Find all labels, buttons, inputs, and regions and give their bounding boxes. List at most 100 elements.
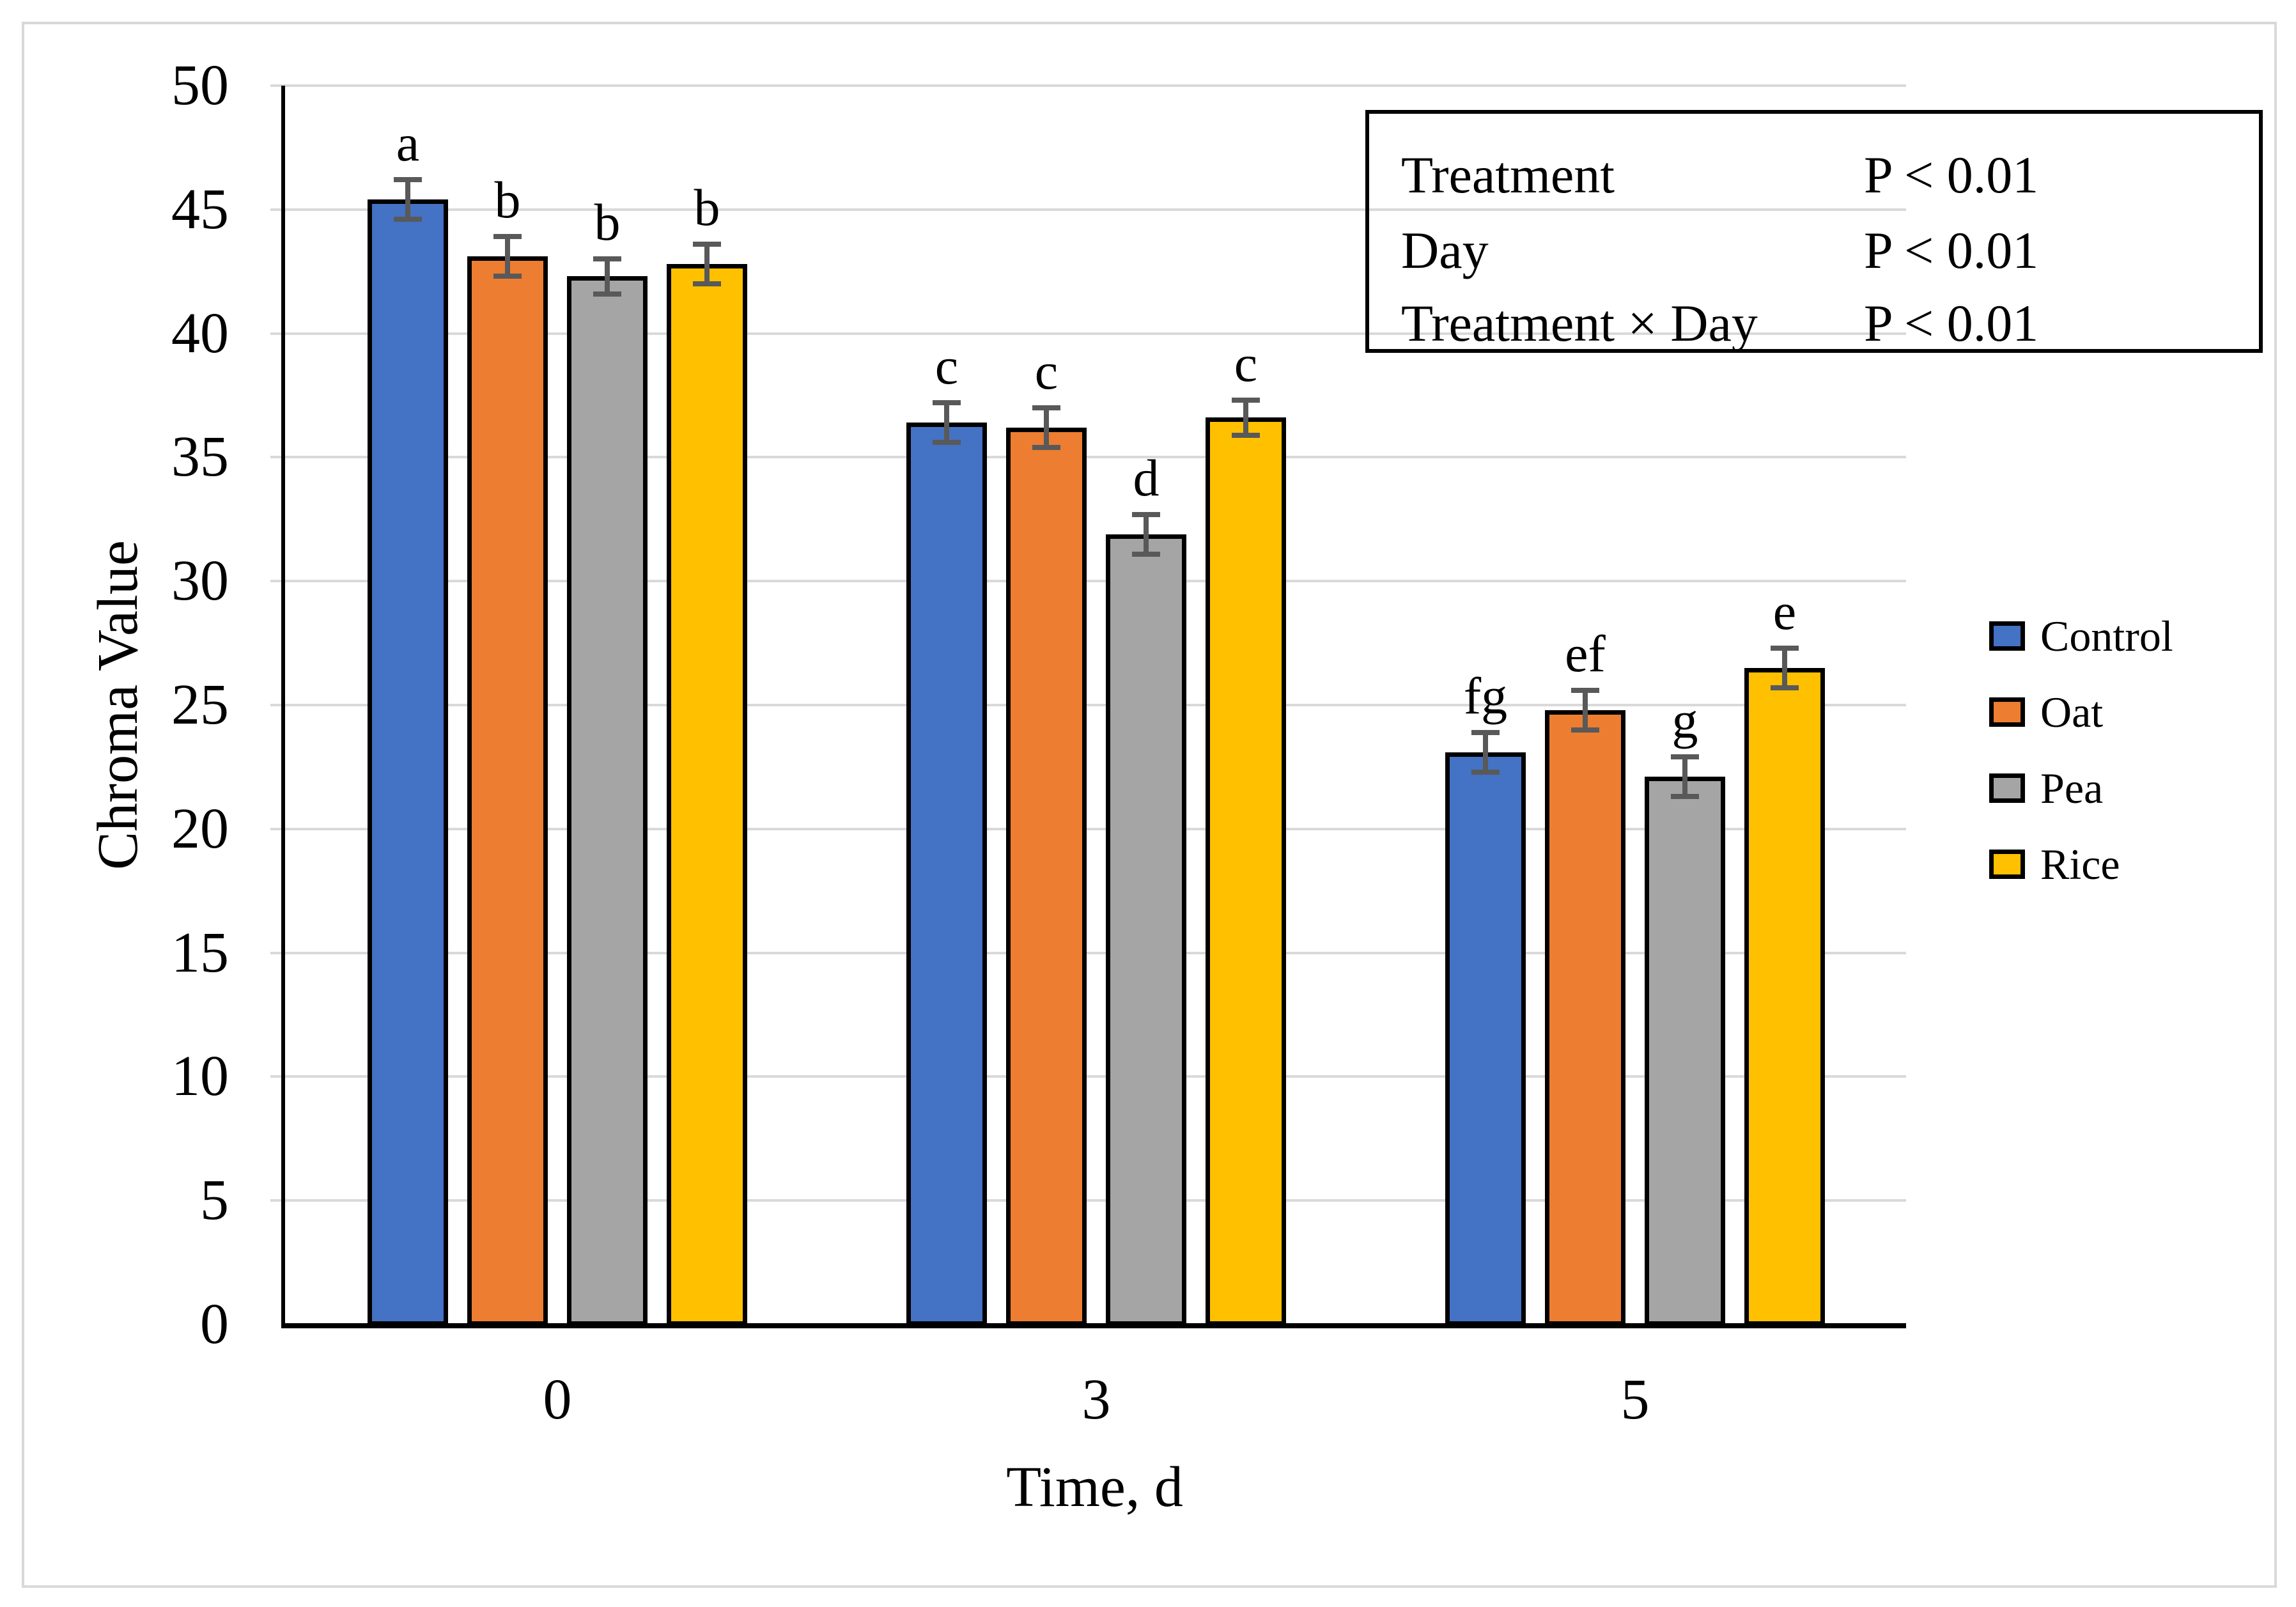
error-cap-top-oat-day5 — [1571, 687, 1599, 693]
error-bar-oat-day3 — [1044, 407, 1049, 447]
y-tick-label-25: 25 — [171, 673, 229, 736]
gridline-50 — [283, 84, 1906, 87]
legend-swatch-control — [1989, 621, 2025, 651]
gridline-40 — [283, 332, 1906, 335]
y-axis-line — [281, 86, 285, 1328]
error-bar-control-day3 — [944, 403, 949, 443]
y-tick-mark-5 — [270, 1199, 283, 1202]
y-tick-mark-15 — [270, 951, 283, 954]
y-tick-mark-35 — [270, 456, 283, 459]
error-cap-top-control-day0 — [394, 177, 422, 183]
x-axis-line — [281, 1323, 1906, 1328]
sig-letter-control-day5: fg — [1463, 666, 1508, 725]
error-cap-top-rice-day0 — [693, 242, 721, 247]
stats-label-1: Treatment — [1401, 146, 1615, 204]
error-cap-top-rice-day3 — [1232, 398, 1260, 403]
legend-label-pea: Pea — [2040, 764, 2104, 812]
error-cap-bottom-control-day0 — [394, 217, 422, 222]
bar-oat-day0 — [467, 256, 548, 1326]
sig-letter-oat-day3: c — [1034, 341, 1059, 400]
error-cap-bottom-control-day3 — [933, 440, 961, 446]
error-cap-bottom-control-day5 — [1471, 769, 1500, 775]
sig-letter-pea-day3: d — [1133, 448, 1160, 507]
y-tick-label-30: 30 — [171, 549, 229, 613]
error-bar-pea-day0 — [605, 259, 610, 294]
gridline-20 — [283, 827, 1906, 830]
x-tick-label-5: 5 — [1620, 1368, 1650, 1431]
x-tick-label-0: 0 — [543, 1368, 572, 1431]
x-tick-label-3: 3 — [1082, 1368, 1111, 1431]
error-cap-top-oat-day0 — [493, 234, 522, 240]
error-bar-rice-day5 — [1782, 648, 1787, 688]
bar-rice-day0 — [667, 264, 747, 1326]
error-cap-bottom-oat-day5 — [1571, 727, 1599, 733]
error-cap-bottom-pea-day5 — [1671, 794, 1699, 800]
y-tick-label-50: 50 — [171, 54, 229, 117]
sig-letter-control-day3: c — [935, 337, 959, 396]
y-tick-label-35: 35 — [171, 425, 229, 489]
error-cap-top-rice-day5 — [1771, 645, 1799, 651]
error-cap-bottom-rice-day5 — [1771, 685, 1799, 690]
gridline-15 — [283, 951, 1906, 954]
legend-label-control: Control — [2040, 612, 2173, 660]
bar-oat-day3 — [1006, 427, 1087, 1326]
gridline-35 — [283, 456, 1906, 459]
stats-box: Treatment P < 0.01 Day P < 0.01 Treatment × … — [1365, 110, 2263, 353]
y-tick-mark-25 — [270, 704, 283, 706]
legend-swatch-rice — [1989, 850, 2025, 879]
error-bar-rice-day3 — [1243, 400, 1248, 435]
legend-swatch-oat — [1989, 697, 2025, 727]
legend-label-oat: Oat — [2040, 688, 2104, 736]
legend-swatch-pea — [1989, 773, 2025, 803]
y-tick-mark-10 — [270, 1075, 283, 1078]
stats-value-2: P < 0.01 — [1864, 221, 2039, 279]
error-bar-control-day5 — [1483, 732, 1488, 772]
y-tick-label-0: 0 — [200, 1293, 229, 1356]
y-tick-mark-50 — [270, 84, 283, 87]
bar-control-day0 — [368, 199, 448, 1326]
error-cap-bottom-oat-day3 — [1032, 444, 1060, 450]
sig-letter-rice-day5: e — [1772, 582, 1797, 640]
bar-control-day5 — [1445, 752, 1526, 1326]
error-cap-bottom-rice-day0 — [693, 281, 721, 287]
error-cap-top-control-day3 — [933, 400, 961, 406]
y-tick-label-20: 20 — [171, 796, 229, 860]
error-cap-bottom-pea-day0 — [593, 291, 621, 297]
sig-letter-oat-day0: b — [494, 171, 521, 229]
sig-letter-pea-day5: g — [1672, 691, 1698, 750]
sig-letter-oat-day5: ef — [1565, 624, 1606, 683]
y-tick-label-15: 15 — [171, 920, 229, 984]
error-cap-bottom-pea-day3 — [1132, 551, 1160, 557]
sig-letter-rice-day3: c — [1234, 334, 1258, 393]
error-bar-rice-day0 — [704, 244, 710, 284]
error-cap-top-pea-day3 — [1132, 511, 1160, 517]
error-cap-bottom-rice-day3 — [1232, 432, 1260, 438]
y-tick-mark-20 — [270, 827, 283, 830]
y-tick-label-10: 10 — [171, 1044, 229, 1108]
error-cap-bottom-oat-day0 — [493, 274, 522, 279]
bar-control-day3 — [906, 423, 987, 1326]
sig-letter-control-day0: a — [396, 114, 420, 173]
error-cap-top-pea-day5 — [1671, 754, 1699, 760]
y-tick-mark-45 — [270, 208, 283, 211]
sig-letter-rice-day0: b — [694, 178, 720, 237]
stats-value-1: P < 0.01 — [1864, 146, 2039, 204]
gridline-30 — [283, 580, 1906, 583]
bar-oat-day5 — [1545, 710, 1625, 1326]
y-tick-mark-40 — [270, 332, 283, 335]
y-tick-label-45: 45 — [171, 177, 229, 241]
bar-rice-day5 — [1744, 667, 1825, 1326]
error-cap-top-oat-day3 — [1032, 405, 1060, 410]
error-cap-top-pea-day0 — [593, 256, 621, 262]
error-bar-pea-day3 — [1144, 514, 1149, 554]
stats-label-2: Day — [1401, 221, 1489, 279]
bar-rice-day3 — [1206, 417, 1286, 1326]
error-bar-oat-day0 — [505, 237, 510, 277]
sig-letter-pea-day0: b — [594, 193, 621, 252]
stats-value-3: P < 0.01 — [1864, 294, 2039, 352]
stats-label-3: Treatment × Day — [1401, 294, 1758, 352]
bar-pea-day0 — [567, 276, 648, 1326]
gridline-25 — [283, 704, 1906, 706]
bar-pea-day3 — [1106, 534, 1186, 1326]
